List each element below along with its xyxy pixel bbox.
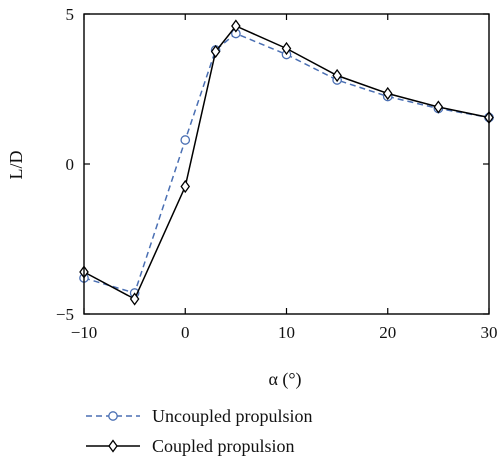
data-point xyxy=(382,86,393,101)
series-uncoupled xyxy=(79,28,494,298)
plot-area xyxy=(79,19,494,306)
data-point xyxy=(281,41,292,56)
x-tick-label: 0 xyxy=(181,323,190,342)
data-point xyxy=(180,179,191,194)
data-point xyxy=(180,135,191,145)
legend-marker xyxy=(108,439,118,453)
data-point xyxy=(332,68,342,83)
x-tick-label: 20 xyxy=(379,323,396,342)
legend: Uncoupled propulsion Coupled propulsion xyxy=(86,406,312,456)
data-point xyxy=(210,44,221,59)
legend-marker xyxy=(108,411,118,421)
axes: −10 0 10 20 30 −5 0 5 xyxy=(56,5,498,342)
y-tick-label: 0 xyxy=(66,155,75,174)
y-tick-label: 5 xyxy=(66,5,75,24)
data-point xyxy=(433,100,444,114)
x-tick-label: 10 xyxy=(278,323,295,342)
series-line xyxy=(83,25,490,301)
x-tick-label: −10 xyxy=(71,323,98,342)
data-point xyxy=(129,292,140,306)
legend-label: Coupled propulsion xyxy=(152,436,295,456)
y-tick-label: −5 xyxy=(56,305,74,324)
series-coupled xyxy=(79,19,494,306)
y-axis-title: L/D xyxy=(6,151,26,180)
series-line xyxy=(83,32,490,294)
legend-label: Uncoupled propulsion xyxy=(152,406,312,426)
x-axis-title: α (°) xyxy=(268,369,301,390)
data-point xyxy=(231,19,241,33)
x-tick-label: 30 xyxy=(481,323,498,342)
